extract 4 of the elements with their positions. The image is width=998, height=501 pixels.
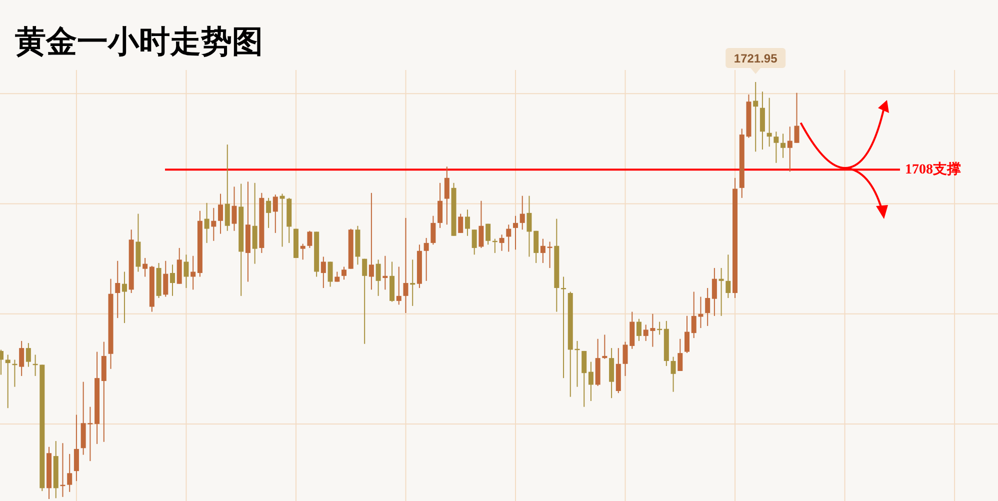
annotation: 1721.95	[726, 48, 786, 74]
annotation: 1721.95	[734, 52, 778, 66]
chart-title: 黄金一小时走势图	[15, 24, 263, 60]
ref-line-label: 1708支撑	[905, 162, 961, 178]
